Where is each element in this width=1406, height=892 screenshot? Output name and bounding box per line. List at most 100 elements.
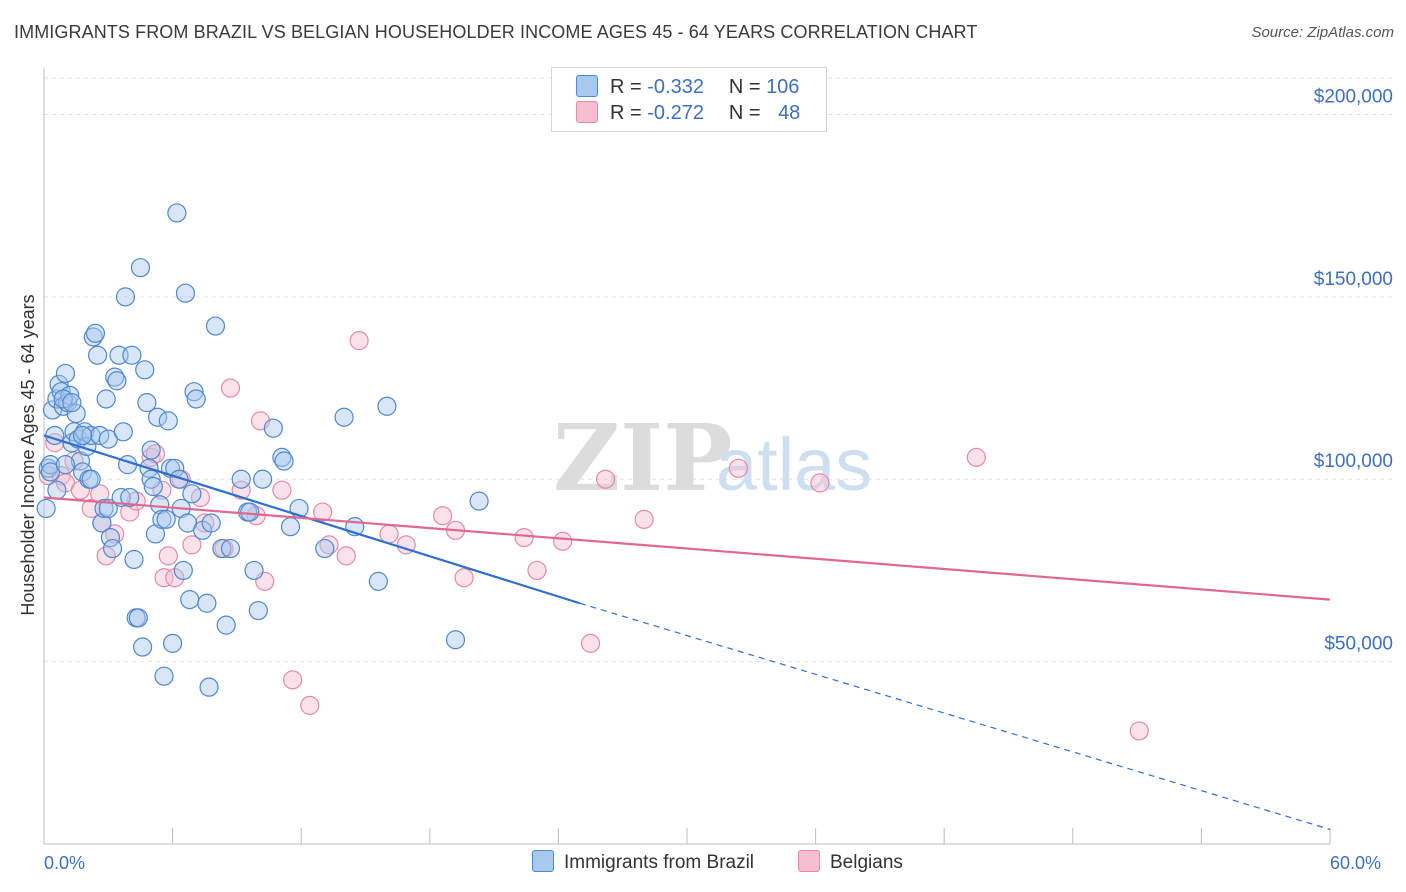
- brazil-point: [132, 637, 153, 657]
- brazil-point: [55, 455, 76, 475]
- brazil-point: [253, 469, 273, 489]
- brazil-point: [263, 418, 283, 438]
- belgian-point: [1129, 721, 1149, 741]
- brazil-point: [163, 633, 183, 653]
- brazil-point: [280, 517, 301, 537]
- belgian-point: [313, 502, 333, 522]
- brazil-point: [122, 345, 142, 365]
- brazil-point: [173, 560, 193, 581]
- brazil-point: [141, 440, 161, 460]
- belgian-point: [527, 560, 547, 581]
- belgian-point: [728, 458, 749, 478]
- brazil-point: [60, 385, 80, 405]
- bottom-legend-brazil: Immigrants from Brazil: [532, 850, 755, 874]
- brazil-point: [220, 538, 241, 559]
- brazil-point: [184, 382, 204, 402]
- brazil-point: [55, 363, 76, 384]
- legend-r-label: R =: [610, 76, 642, 98]
- watermark-zip: ZIP: [553, 404, 732, 512]
- belgian-point: [966, 447, 986, 467]
- axes: [43, 68, 1331, 845]
- brazil-point: [147, 407, 168, 427]
- brazil-point: [158, 411, 178, 431]
- brazil-point: [96, 389, 116, 409]
- correlation-legend: R = -0.332 N = 106 R = -0.272 N = 48: [551, 67, 827, 132]
- legend-swatch-belgians: [576, 100, 598, 123]
- y-tick-label: $150,000: [1314, 269, 1393, 290]
- brazil-point: [66, 403, 86, 424]
- brazil-point: [72, 425, 93, 446]
- brazil-point: [201, 513, 221, 533]
- belgian-point: [120, 502, 140, 522]
- brazil-point: [137, 393, 157, 413]
- brazil-point: [130, 258, 151, 278]
- y-axis-label: Householder Income Ages 45 - 64 years: [18, 294, 38, 615]
- bottom-legend-label-belgians: Belgians: [830, 852, 903, 874]
- brazil-point: [62, 393, 82, 413]
- brazil-point: [124, 549, 144, 570]
- belgian-point: [580, 633, 601, 653]
- brazil-point: [107, 371, 127, 391]
- bottom-legend-label-brazil: Immigrants from Brazil: [564, 852, 755, 874]
- brazil-point: [152, 509, 172, 529]
- brazil-point: [334, 407, 354, 427]
- belgian-point: [300, 695, 320, 715]
- x-tick-label-min: 0.0%: [44, 853, 86, 873]
- brazil-points: [36, 203, 489, 697]
- trend-lines: [43, 434, 1331, 830]
- brazil-point: [40, 455, 61, 475]
- y-tick-label: $200,000: [1314, 86, 1393, 107]
- belgian-point: [154, 568, 174, 588]
- brazil-point: [167, 203, 187, 223]
- brazil-point: [120, 487, 140, 508]
- belgian-point: [514, 527, 534, 548]
- y-tick-label: $50,000: [1324, 634, 1393, 655]
- bottom-legend-swatch-belgians: [798, 850, 820, 872]
- brazil-point: [197, 593, 217, 613]
- brazil-point: [143, 476, 163, 497]
- legend-n-value: 48: [778, 102, 801, 124]
- legend-n-value: 106: [766, 76, 800, 98]
- legend-r-value: -0.272: [647, 102, 704, 124]
- brazil-point: [113, 422, 133, 442]
- belgian-point: [433, 506, 453, 526]
- brazil-point: [274, 451, 294, 471]
- legend-n-label: N =: [728, 76, 761, 98]
- belgian-point: [195, 513, 215, 533]
- y-tick-labels: $50,000 $100,000 $150,000 $200,000: [1314, 86, 1393, 654]
- brazil-point: [182, 484, 202, 504]
- belgian-point: [272, 480, 292, 500]
- belgian-point: [158, 546, 178, 566]
- brazil-point: [36, 498, 56, 519]
- brazil-point: [115, 287, 136, 307]
- belgian-point: [379, 524, 399, 544]
- brazil-point: [169, 469, 189, 489]
- brazil-point: [175, 283, 196, 303]
- brazil-point: [135, 360, 155, 380]
- belgian-point: [283, 670, 303, 690]
- brazil-point: [156, 509, 176, 529]
- brazil-point: [186, 389, 206, 409]
- brazil-point: [94, 498, 114, 519]
- brazil-point: [368, 571, 388, 591]
- brazil-point: [315, 538, 335, 559]
- brazil-point: [248, 600, 268, 621]
- brazil-point: [180, 590, 200, 610]
- belgian-point: [349, 331, 369, 351]
- brazil-point: [47, 480, 67, 500]
- brazil-point: [199, 677, 219, 697]
- belgian-point: [96, 546, 116, 566]
- chart-source: Source: ZipAtlas.com: [1251, 24, 1394, 41]
- legend-swatch-brazil: [576, 74, 598, 97]
- belgian-point: [595, 469, 616, 489]
- brazil-point: [128, 608, 148, 628]
- brazil-trend-extension: [579, 602, 1331, 830]
- brazil-point: [445, 630, 466, 650]
- brazil-point: [87, 345, 108, 365]
- brazil-point: [469, 491, 489, 511]
- brazil-point: [377, 396, 397, 416]
- brazil-point: [216, 615, 236, 635]
- legend-row-belgians: R = -0.272 N = 48: [576, 100, 801, 128]
- watermark-atlas: atlas: [716, 423, 872, 506]
